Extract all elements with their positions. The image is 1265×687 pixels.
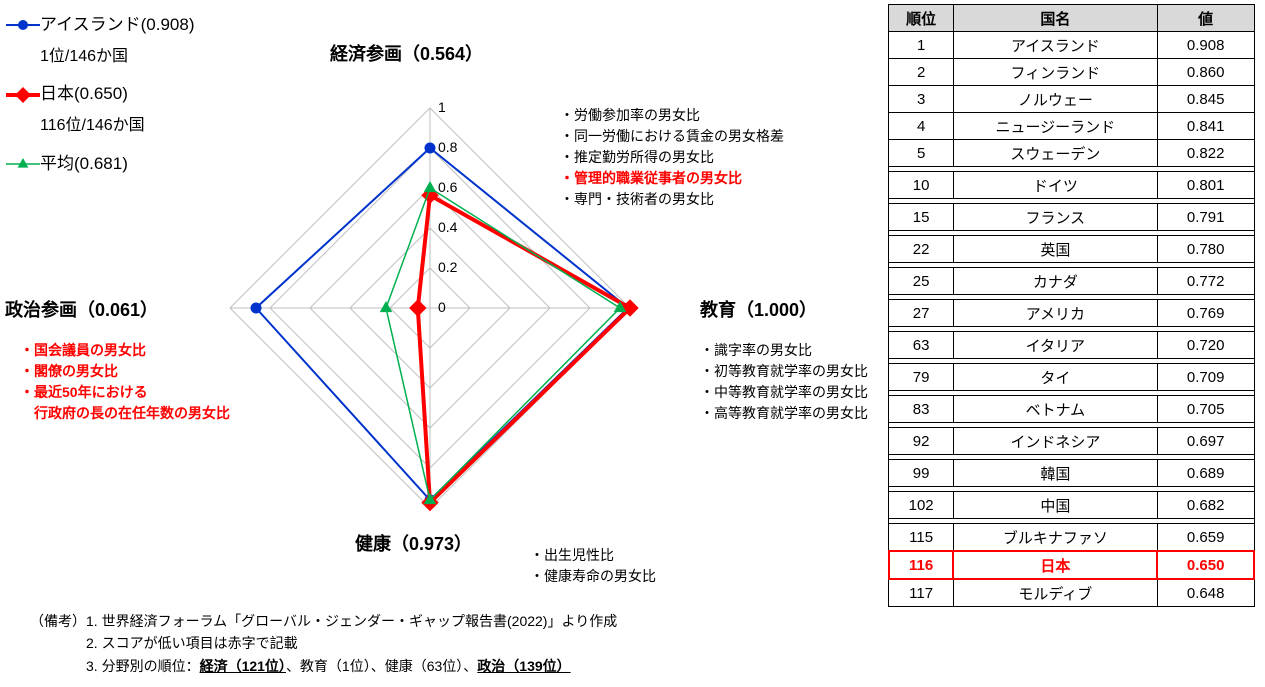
table-header: 国名 bbox=[953, 5, 1157, 32]
annotation-health: ・出生児性比・健康寿命の男女比 bbox=[530, 545, 656, 587]
svg-text:1: 1 bbox=[438, 99, 446, 115]
axis-title-health: 健康（0.973） bbox=[355, 530, 472, 556]
table-row: 79タイ0.709 bbox=[889, 364, 1254, 391]
table-row: 4ニュージーランド0.841 bbox=[889, 113, 1254, 140]
axis-title-edu: 教育（1.000） bbox=[700, 296, 817, 322]
annotation-pol: ・国会議員の男女比・閣僚の男女比・最近50年における 行政府の長の在任年数の男女… bbox=[20, 340, 230, 424]
legend-item-sub: 116位/146か国 bbox=[40, 112, 195, 141]
table-row: 15フランス0.791 bbox=[889, 204, 1254, 231]
svg-text:0.4: 0.4 bbox=[438, 219, 458, 235]
annotation-edu: ・識字率の男女比・初等教育就学率の男女比・中等教育就学率の男女比・高等教育就学率… bbox=[700, 340, 868, 424]
legend-item-sub: 1位/146か国 bbox=[40, 43, 195, 72]
axis-title-pol: 政治参画（0.061） bbox=[5, 296, 158, 322]
table-row: 10ドイツ0.801 bbox=[889, 172, 1254, 199]
table-row: 5スウェーデン0.822 bbox=[889, 140, 1254, 167]
svg-text:0.8: 0.8 bbox=[438, 139, 458, 155]
svg-text:0.6: 0.6 bbox=[438, 179, 458, 195]
svg-text:0: 0 bbox=[438, 299, 446, 315]
chart-panel: 0 0.2 0.4 0.6 0.8 1 アイスランド(0.908)1位/146か国日本(0… bbox=[0, 0, 888, 687]
table-row: 25カナダ0.772 bbox=[889, 268, 1254, 295]
table-row: 22英国0.780 bbox=[889, 236, 1254, 263]
legend-item: 日本(0.650) bbox=[6, 79, 195, 110]
footnote: （備考）1. 世界経済フォーラム「グローバル・ジェンダー・ギャップ報告書(202… bbox=[30, 610, 617, 677]
table-header: 順位 bbox=[889, 5, 953, 32]
table-row: 3ノルウェー0.845 bbox=[889, 86, 1254, 113]
legend-item: 平均(0.681) bbox=[6, 149, 195, 180]
table-row: 83ベトナム0.705 bbox=[889, 396, 1254, 423]
table-row: 1アイスランド0.908 bbox=[889, 32, 1254, 59]
table-header: 値 bbox=[1157, 5, 1254, 32]
table-row: 92インドネシア0.697 bbox=[889, 428, 1254, 455]
ranking-table: 順位国名値1アイスランド0.9082フィンランド0.8603ノルウェー0.845… bbox=[888, 4, 1255, 607]
svg-text:0.2: 0.2 bbox=[438, 259, 458, 275]
table-row: 27アメリカ0.769 bbox=[889, 300, 1254, 327]
footnote-line: 3. 分野別の順位：経済（121位）、教育（1位）、健康（63位）、政治（139… bbox=[30, 655, 617, 677]
table-row: 117モルディブ0.648 bbox=[889, 579, 1254, 607]
legend: アイスランド(0.908)1位/146か国日本(0.650)116位/146か国… bbox=[6, 10, 195, 189]
table-row: 2フィンランド0.860 bbox=[889, 59, 1254, 86]
table-row: 116日本0.650 bbox=[889, 551, 1254, 579]
table-row: 102中国0.682 bbox=[889, 492, 1254, 519]
annotation-econ: ・労働参加率の男女比・同一労働における賃金の男女格差・推定勤労所得の男女比・管理… bbox=[560, 105, 784, 210]
table-row: 99韓国0.689 bbox=[889, 460, 1254, 487]
footnote-line: （備考）1. 世界経済フォーラム「グローバル・ジェンダー・ギャップ報告書(202… bbox=[30, 610, 617, 632]
table-row: 63イタリア0.720 bbox=[889, 332, 1254, 359]
footnote-line: 2. スコアが低い項目は赤字で記載 bbox=[30, 632, 617, 654]
legend-item: アイスランド(0.908) bbox=[6, 10, 195, 41]
table-row: 115ブルキナファソ0.659 bbox=[889, 524, 1254, 552]
axis-title-econ: 経済参画（0.564） bbox=[330, 40, 483, 66]
ranking-table-panel: 順位国名値1アイスランド0.9082フィンランド0.8603ノルウェー0.845… bbox=[888, 0, 1265, 687]
